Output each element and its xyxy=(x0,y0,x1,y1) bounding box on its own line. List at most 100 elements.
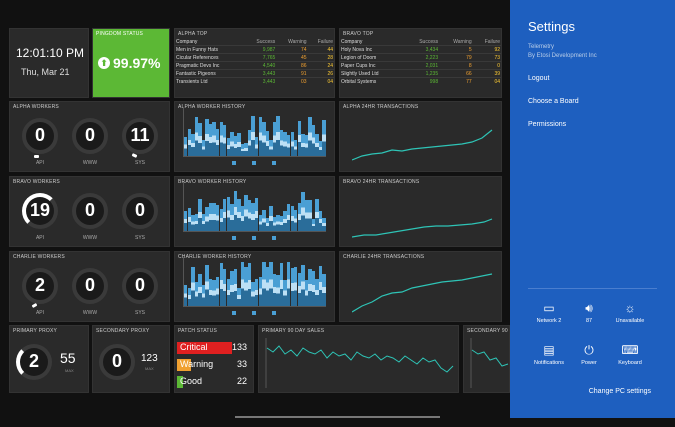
history-bar xyxy=(198,122,202,156)
keyboard-button[interactable]: ⌨ Keyboard xyxy=(609,342,651,366)
bravo-workers-tile[interactable]: Bravo Workers 19 0 0 API WWW SYS xyxy=(9,176,170,247)
history-bar xyxy=(244,266,248,306)
history-bar xyxy=(205,206,209,231)
sys-gauge: 11 xyxy=(122,118,158,154)
permissions-link[interactable]: Permissions xyxy=(528,121,567,128)
table-cell: 9,987 xyxy=(244,45,277,54)
alpha-top-title: Alpha Top xyxy=(178,31,208,37)
api-value: 2 xyxy=(34,275,45,295)
table-cell: 7,765 xyxy=(244,53,277,62)
history-bar xyxy=(322,119,326,156)
table-cell: 3,443 xyxy=(244,69,277,78)
charlie-tx-tile[interactable]: Charlie 24hr Transactions xyxy=(339,251,502,322)
history-bar xyxy=(318,211,323,231)
table-cell: 998 xyxy=(404,77,440,86)
table-cell: 66 xyxy=(439,69,473,78)
table-row[interactable]: Cicular References 7,765 45 28 xyxy=(175,53,334,62)
table-cell: 5 xyxy=(439,45,473,54)
charlie-workers-title: Charlie Workers xyxy=(13,254,65,260)
power-button[interactable]: ⏻ Power xyxy=(568,342,610,366)
history-bar xyxy=(286,261,291,306)
www-gauge: 0 xyxy=(72,118,108,154)
bravo-top-tile[interactable]: Bravo Top Company Success Warning Failure Ho… xyxy=(339,28,502,98)
proxy-max-label: MAX xyxy=(65,368,74,373)
history-bar xyxy=(272,274,277,306)
notifications-button[interactable]: ▤ Notifications xyxy=(528,342,570,366)
alpha-history-tile[interactable]: Alpha Worker History xyxy=(174,101,335,172)
table-row[interactable]: Men in Funny Hats 9,987 74 44 xyxy=(175,45,334,54)
proxy-max-label: MAX xyxy=(145,366,154,371)
settings-charm-panel: Settings Telemetry By Etosi Development … xyxy=(510,0,675,418)
pingdom-tile[interactable]: Pingdom Status ⬆ 99.97% xyxy=(92,28,170,98)
power-label: Power xyxy=(581,360,597,366)
history-bar xyxy=(247,262,252,306)
history-bar xyxy=(294,266,298,306)
network-label: Network 2 xyxy=(536,318,562,324)
alpha-tx-tile[interactable]: Alpha 24hr Transactions xyxy=(339,101,502,172)
bravo-history-tile[interactable]: Bravo Worker History xyxy=(174,176,335,247)
column-header: Success xyxy=(419,39,439,45)
history-bar xyxy=(283,279,287,306)
table-cell: 2,031 xyxy=(404,61,440,70)
network-button[interactable]: ▭ Network 2 xyxy=(528,300,570,324)
secondary-proxy-tile[interactable]: Secondary Proxy 0 123 MAX xyxy=(92,325,170,393)
primary-sales-tile[interactable]: Primary 90 Day Sales xyxy=(258,325,459,393)
history-bar xyxy=(208,124,213,156)
table-cell: Orbital Systems xyxy=(340,77,405,86)
table-row[interactable]: Paper Cups Inc 2,031 8 0 xyxy=(340,61,501,70)
secondary-sales-tile[interactable]: Secondary 90 Day xyxy=(463,325,510,393)
history-bar xyxy=(262,121,266,156)
change-pc-settings-link[interactable]: Change PC settings xyxy=(588,388,651,395)
arrow-up-icon: ⬆ xyxy=(98,57,110,69)
history-bar xyxy=(315,278,319,306)
alpha-workers-tile[interactable]: Alpha Workers 0 0 11 API WWW SYS xyxy=(9,101,170,172)
table-cell: 04 xyxy=(472,77,501,86)
history-bar xyxy=(184,136,188,156)
table-cell: 86 xyxy=(276,61,308,70)
history-bar xyxy=(265,217,270,231)
history-bar xyxy=(279,130,284,156)
choose-board-link[interactable]: Choose a Board xyxy=(528,98,579,105)
bravo-tx-chart xyxy=(352,218,493,238)
alpha-top-tile[interactable]: Alpha Top Company Success Warning Failure Me… xyxy=(174,28,335,98)
table-cell: 4,540 xyxy=(244,61,277,70)
table-cell: 28 xyxy=(307,53,334,62)
bravo-top-title: Bravo Top xyxy=(343,31,374,37)
history-bar xyxy=(194,117,199,156)
table-row[interactable]: Pragmatic Devs Inc 4,540 86 24 xyxy=(175,61,334,70)
secondary-sales-title: Secondary 90 Day xyxy=(467,328,509,334)
primary-proxy-tile[interactable]: Primary Proxy 2 55 MAX xyxy=(9,325,89,393)
network-icon: ▭ xyxy=(543,301,555,315)
history-bar xyxy=(276,274,280,306)
history-bar xyxy=(290,267,294,306)
table-row[interactable]: Fantastic Pigeons 3,443 91 26 xyxy=(175,69,334,78)
table-row[interactable]: Holy Nova Inc 3,434 5 92 xyxy=(340,45,501,54)
table-row[interactable]: Legion of Doom 2,223 79 73 xyxy=(340,53,501,62)
charlie-history-tile[interactable]: Charlie Worker History xyxy=(174,251,335,322)
volume-button[interactable]: 🔊︎ 87 xyxy=(568,300,610,324)
patch-status-tile[interactable]: Patch Status Critical 133 Warning 33 Good 2… xyxy=(174,325,254,393)
patch-warning-count: 33 xyxy=(236,359,247,369)
brightness-button[interactable]: ☼ Unavailable xyxy=(609,300,651,324)
scrollbar[interactable] xyxy=(235,416,440,418)
patch-good-row: Good 22 xyxy=(177,376,247,388)
primary-sales-title: Primary 90 Day Sales xyxy=(262,328,325,334)
table-cell: Fantastic Pigeons xyxy=(175,69,245,78)
table-row[interactable]: Orbital Systems 998 77 04 xyxy=(340,77,501,86)
charlie-workers-tile[interactable]: Charlie Workers 2 0 0 API WWW SYS xyxy=(9,251,170,322)
bravo-tx-tile[interactable]: Bravo 24hr Transactions xyxy=(339,176,502,247)
table-cell: 39 xyxy=(472,69,501,78)
logout-link[interactable]: Logout xyxy=(528,75,550,82)
table-row[interactable]: Slightly Used Ltd 1,235 66 39 xyxy=(340,69,501,78)
charlie-tx-chart xyxy=(352,273,493,313)
history-bar xyxy=(322,273,326,306)
history-bar xyxy=(269,205,273,231)
table-row[interactable]: Transients Ltd 3,443 03 04 xyxy=(175,77,334,86)
history-bar xyxy=(223,269,227,306)
secondary-proxy-title: Secondary Proxy xyxy=(96,328,150,334)
patch-warning-row: Warning 33 xyxy=(177,359,247,371)
history-bar xyxy=(215,204,220,231)
table-cell: 24 xyxy=(307,61,334,70)
table-cell: 3,434 xyxy=(404,45,440,54)
history-bar xyxy=(208,203,213,231)
